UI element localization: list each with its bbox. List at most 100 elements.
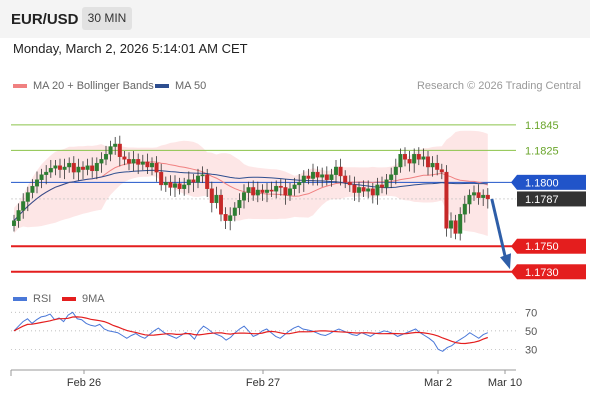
candle [195,168,200,189]
candle [136,153,141,175]
candle [205,168,210,198]
candle [338,158,343,186]
candle [145,153,150,175]
candle [232,202,237,222]
candle [76,158,81,181]
candle [315,166,320,186]
candle [177,177,182,195]
candle [154,156,159,182]
candle [347,175,352,192]
candle [481,189,486,206]
candle [35,171,40,194]
candle [241,184,246,209]
candle [260,184,265,201]
candle [421,148,426,167]
candle [366,180,371,199]
candle [255,181,260,203]
candle [301,170,306,192]
candle [48,159,53,178]
candle [172,175,177,198]
candle [21,193,26,219]
legend-ma50-label: MA 50 [175,80,207,92]
candle [209,181,214,213]
candle [163,176,168,192]
candle [403,147,408,167]
candle [274,180,279,199]
candle [237,193,242,215]
candle [218,189,223,222]
top-bar: EUR/USD 30 MIN [0,0,590,38]
x-tick-label: Feb 26 [67,377,101,389]
candle [269,181,274,198]
candle [389,167,394,189]
research-credit: Research © 2026 Trading Central [416,80,581,92]
candle [251,180,256,201]
candle [246,181,251,203]
candle [16,203,21,228]
candle [453,214,458,240]
timeframe-button[interactable]: 30 MIN [82,7,132,30]
last-price-label: 1.1787 [525,194,559,206]
candle [99,152,104,173]
candle [200,166,205,183]
x-tick-label: Mar 2 [424,377,452,389]
legend-ma50: MA 50 [155,80,206,92]
candle [435,154,440,176]
candle [168,175,173,196]
candle [472,185,477,201]
legend-rsi-label: RSI [33,293,52,305]
candle [122,151,127,166]
resistance-2-label: 1.1845 [525,120,559,132]
candle [191,174,196,192]
candle [462,195,467,223]
candle [426,151,431,176]
candle [444,165,449,237]
candle [30,179,35,199]
candle [324,166,329,186]
candle [416,147,421,166]
candle [393,158,398,185]
candle [94,157,99,180]
candle [140,154,145,171]
candle [90,157,95,178]
support-1-label: 1.1750 [525,241,559,253]
candle [85,158,90,176]
pivot-label: 1.1800 [525,177,559,189]
legend-rsi: RSI [13,293,51,305]
candle [44,165,49,185]
candle [103,145,108,166]
candle [223,207,228,229]
candle [361,180,366,198]
candles [11,135,490,241]
candle [375,177,380,205]
candle [407,151,412,172]
candle [412,148,417,173]
forecast-arrow-head-icon [500,253,511,270]
candle [320,167,325,187]
candle [311,163,316,186]
candle [476,184,481,205]
candle [25,186,30,212]
candle [228,207,233,231]
ma9-swatch-icon [62,297,76,301]
legend-ma9: 9MA [62,293,105,305]
ma20-swatch-icon [13,84,27,88]
candle [113,136,118,155]
candle [467,189,472,214]
rsi-tick-30: 30 [525,344,537,356]
candle [329,168,334,187]
candle [67,157,72,173]
rsi-tick-50: 50 [525,326,537,338]
candle [126,152,131,171]
candle [283,179,288,205]
candle [458,207,463,241]
candle [108,140,113,162]
legend-ma20: MA 20 + Bollinger Bands [13,80,154,92]
candle [352,176,357,201]
candle [278,179,283,196]
candle [449,212,454,238]
candle [430,156,435,177]
candle [306,168,311,185]
candle [117,135,122,167]
